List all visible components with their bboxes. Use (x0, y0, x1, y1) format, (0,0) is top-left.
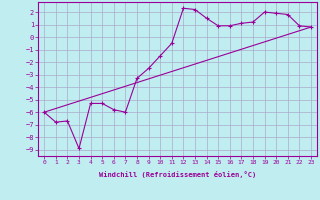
X-axis label: Windchill (Refroidissement éolien,°C): Windchill (Refroidissement éolien,°C) (99, 171, 256, 178)
